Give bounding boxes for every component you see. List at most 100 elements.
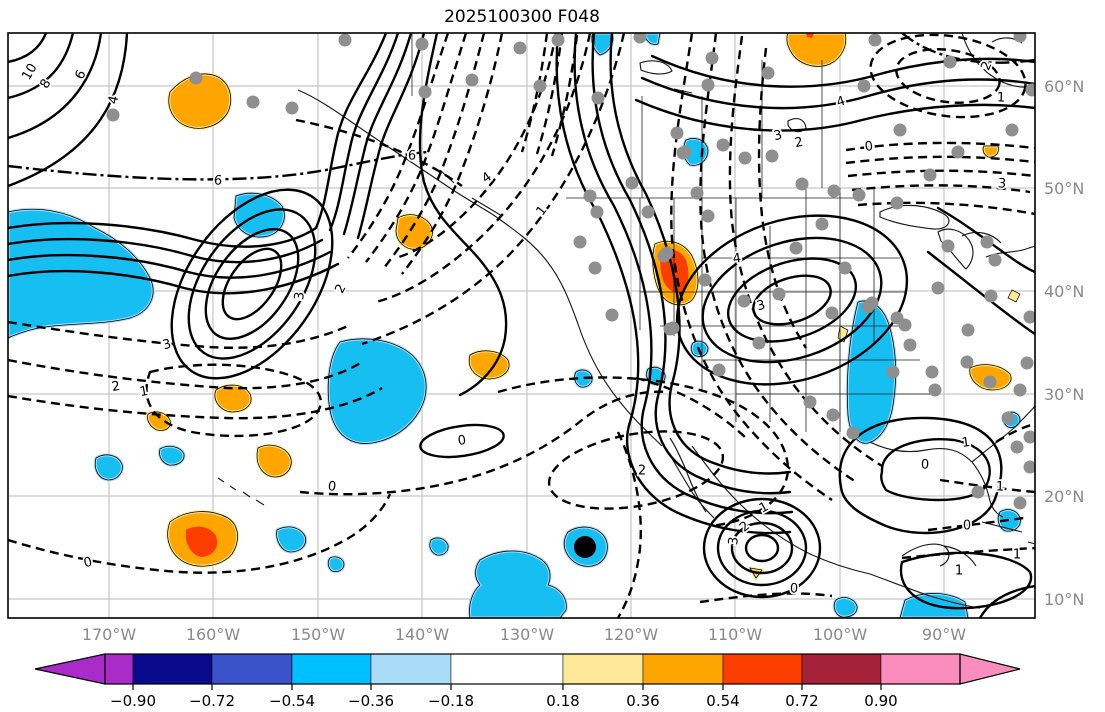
contour-label: 0	[790, 581, 799, 596]
colorbar-under-arrow	[34, 653, 106, 685]
station-dot	[625, 176, 639, 190]
lon-tick-label: 130°W	[500, 625, 555, 644]
station-dot	[943, 55, 957, 69]
station-dot	[676, 146, 690, 160]
colorbar-tick-label: 0.18	[546, 692, 579, 710]
colorbar-segment	[450, 653, 564, 685]
station-dot	[886, 365, 900, 379]
anomaly-shading	[8, 33, 1022, 618]
station-dot	[690, 186, 704, 200]
weak-positive-patch	[837, 325, 849, 343]
station-dot	[923, 168, 937, 182]
station-dot	[941, 239, 955, 253]
station-dot	[591, 91, 605, 105]
colorbar-tick-label: 0.72	[785, 692, 818, 710]
axis-tick-labels: 170°W 160°W 150°W 140°W 130°W 120°W 110°W 100°W…	[82, 77, 1085, 644]
station-dot	[657, 249, 671, 263]
station-dot	[752, 336, 766, 350]
station-dot	[701, 78, 715, 92]
colorbar-segment	[562, 653, 644, 685]
positive-anomaly-patch	[255, 443, 293, 479]
colorbar-over-arrow	[959, 653, 1021, 685]
positive-anomaly-patch	[785, 33, 848, 68]
station-dot	[846, 426, 860, 440]
colorbar-segment	[211, 653, 293, 685]
lat-tick-label: 60°N	[1044, 77, 1084, 96]
contour-label: 0	[457, 433, 467, 449]
station-dot	[931, 281, 945, 295]
lat-tick-label: 40°N	[1044, 282, 1084, 301]
station-dot	[1023, 430, 1035, 444]
station-dot	[465, 73, 479, 87]
station-dot	[415, 37, 429, 51]
contour-label: 3	[161, 337, 173, 354]
lat-tick-label: 10°N	[1044, 590, 1084, 609]
map-frame	[7, 32, 1036, 619]
station-dot	[852, 188, 866, 202]
contour-label: 3	[997, 176, 1006, 192]
contour-label: 6	[408, 148, 417, 163]
station-dot	[663, 322, 677, 336]
lat-tick-label: 50°N	[1044, 179, 1084, 198]
colorbar-tick-label: 0.90	[864, 692, 897, 710]
station-dot	[980, 235, 994, 249]
station-dots	[106, 33, 1035, 510]
contour-label: 1	[961, 435, 971, 451]
station-dot	[1001, 411, 1015, 425]
station-dot	[1023, 310, 1035, 324]
lon-tick-label: 110°W	[708, 625, 763, 644]
station-dot	[988, 253, 1002, 267]
station-dot	[1013, 33, 1027, 43]
colorbar-segment	[722, 653, 803, 685]
cyclone-marker	[574, 536, 596, 558]
station-dot	[795, 177, 809, 191]
station-dot	[698, 273, 712, 287]
lon-tick-label: 160°W	[186, 625, 241, 644]
station-dot	[605, 308, 619, 322]
station-dot	[765, 149, 779, 163]
contour-label: 2	[332, 282, 349, 296]
contour-label: 1	[1013, 548, 1021, 563]
colorbar-tick-label: −0.72	[189, 692, 235, 710]
station-dot	[772, 287, 786, 301]
weak-positive-patch	[1007, 289, 1021, 303]
station-dot	[815, 217, 829, 231]
station-dot	[716, 138, 730, 152]
station-dot	[1020, 356, 1034, 370]
station-dot	[737, 294, 751, 308]
colorbar-tick-label: 0.36	[626, 692, 659, 710]
station-dot	[641, 205, 655, 219]
colorbar-tick-label: −0.90	[110, 692, 156, 710]
station-dot	[971, 485, 985, 499]
station-dot	[106, 108, 120, 122]
lon-tick-label: 120°W	[604, 625, 659, 644]
station-dot	[551, 33, 565, 47]
station-dot	[1023, 460, 1035, 474]
station-dot	[825, 306, 839, 320]
contour-label: 2	[638, 464, 646, 479]
station-dot	[701, 209, 715, 223]
station-dot	[951, 145, 965, 159]
strong-positive-core	[185, 526, 218, 557]
colorbar-segment	[642, 653, 724, 685]
contour-label: 0	[864, 139, 874, 155]
negative-anomaly-patch	[643, 33, 662, 46]
colorbar-tick-label: −0.18	[428, 692, 474, 710]
station-dot	[984, 289, 998, 303]
station-dot	[705, 51, 719, 65]
colorbar-tick-label: −0.54	[269, 692, 315, 710]
solid-contours	[8, 33, 1035, 618]
station-dot	[590, 205, 604, 219]
negative-anomaly-patch	[468, 549, 568, 618]
contour-label: 3	[292, 291, 308, 301]
strong-positive-core	[806, 33, 814, 38]
station-dot	[1013, 496, 1027, 510]
station-dot	[1010, 440, 1024, 454]
contour-label: 0	[82, 555, 94, 572]
contour-label: 6	[72, 68, 89, 82]
station-dot	[925, 365, 939, 379]
lon-tick-label: 140°W	[395, 625, 450, 644]
contour-label: 4	[106, 94, 122, 105]
